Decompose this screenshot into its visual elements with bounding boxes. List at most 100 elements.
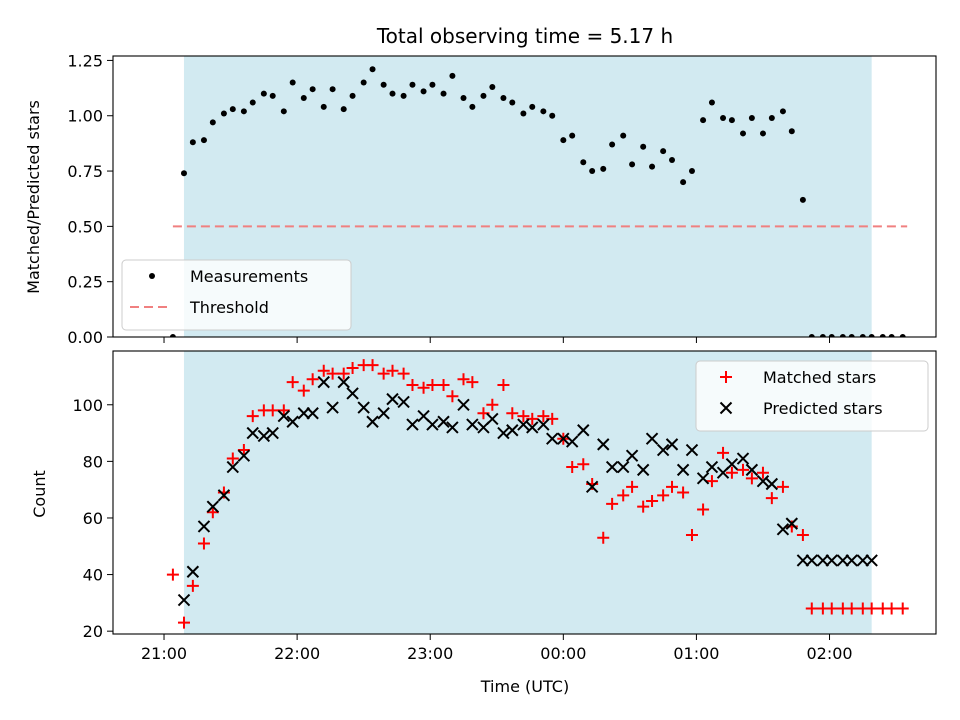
data-point — [246, 410, 259, 423]
data-point — [209, 119, 216, 126]
data-point — [446, 390, 459, 403]
y-tick-label: 80 — [83, 452, 103, 471]
data-point — [266, 426, 279, 440]
data-point — [745, 463, 759, 477]
y-tick-label: 0.50 — [67, 217, 103, 236]
data-point — [217, 489, 231, 502]
data-point — [569, 132, 576, 139]
data-point — [779, 108, 786, 115]
data-point — [745, 472, 758, 485]
data-point — [605, 460, 619, 474]
data-point — [805, 554, 818, 567]
data-point — [776, 480, 789, 493]
data-point — [660, 148, 667, 155]
data-point — [286, 376, 299, 389]
data-point — [306, 373, 319, 386]
data-point — [865, 602, 878, 615]
data-point — [737, 463, 750, 476]
data-point — [577, 424, 590, 437]
data-point — [885, 602, 898, 615]
data-point — [346, 387, 359, 400]
data-point — [636, 463, 650, 477]
x-tick-label: 21:00 — [141, 644, 187, 663]
data-point — [329, 86, 336, 93]
data-point — [277, 409, 291, 423]
data-point — [457, 373, 470, 386]
data-point — [589, 168, 596, 175]
x-tick-label: 22:00 — [274, 644, 320, 663]
data-point — [306, 407, 319, 420]
data-point — [796, 528, 809, 541]
data-point — [859, 334, 866, 337]
data-point — [266, 404, 279, 417]
data-point — [469, 103, 476, 110]
data-point — [768, 114, 775, 121]
data-point — [420, 88, 427, 95]
data-point — [360, 79, 367, 86]
data-point — [677, 486, 690, 499]
data-point — [200, 137, 207, 144]
data-point — [537, 418, 550, 431]
data-point — [517, 418, 530, 431]
data-point — [489, 83, 496, 90]
data-point — [197, 520, 211, 533]
data-point — [649, 163, 656, 170]
data-point — [397, 367, 410, 380]
series-0 — [169, 66, 906, 337]
y-tick-label: 100 — [72, 396, 103, 415]
data-point — [417, 381, 430, 394]
data-point — [597, 531, 610, 544]
data-point — [486, 412, 499, 426]
data-point — [206, 500, 220, 513]
data-point — [169, 334, 176, 337]
data-point — [557, 432, 570, 445]
data-point — [437, 415, 450, 428]
data-point — [366, 359, 379, 372]
data-point — [896, 602, 909, 615]
data-point — [836, 554, 850, 567]
axes-frame — [112, 55, 937, 338]
data-point — [317, 375, 330, 389]
data-point — [517, 410, 530, 423]
data-point — [177, 593, 191, 607]
data-point — [286, 415, 299, 428]
data-point — [537, 410, 550, 423]
legend-label: Predicted stars — [763, 399, 883, 418]
data-point — [816, 554, 830, 567]
data-point — [406, 378, 419, 391]
data-point — [297, 407, 310, 420]
data-point — [540, 108, 547, 115]
data-point — [349, 92, 356, 99]
data-point — [785, 517, 799, 530]
data-point — [497, 378, 510, 391]
data-point — [708, 99, 715, 106]
data-point — [509, 99, 516, 106]
data-point — [277, 404, 290, 417]
data-point — [386, 364, 399, 377]
data-point — [500, 95, 507, 102]
legend-marker — [720, 371, 732, 383]
data-point — [799, 196, 806, 203]
data-point — [765, 477, 779, 491]
legend-label: Matched stars — [763, 368, 876, 387]
data-point — [460, 95, 467, 102]
axes-frame — [112, 350, 937, 635]
y-tick-label: 0.75 — [67, 162, 103, 181]
x-axis-label: Time (UTC) — [480, 677, 569, 696]
x-tick-label: 23:00 — [407, 644, 453, 663]
data-point — [186, 565, 200, 578]
data-point — [646, 494, 659, 507]
data-point — [566, 461, 579, 474]
data-point — [326, 367, 339, 380]
data-point — [825, 602, 838, 615]
data-point — [717, 446, 730, 459]
data-point — [426, 418, 439, 431]
data-point — [337, 375, 350, 389]
data-point — [819, 334, 826, 337]
x-tick-label: 01:00 — [673, 644, 719, 663]
data-point — [346, 361, 359, 374]
data-point — [868, 334, 875, 337]
data-point — [377, 407, 390, 420]
data-point — [317, 364, 330, 377]
y-axis-label-count: Count — [30, 470, 49, 518]
